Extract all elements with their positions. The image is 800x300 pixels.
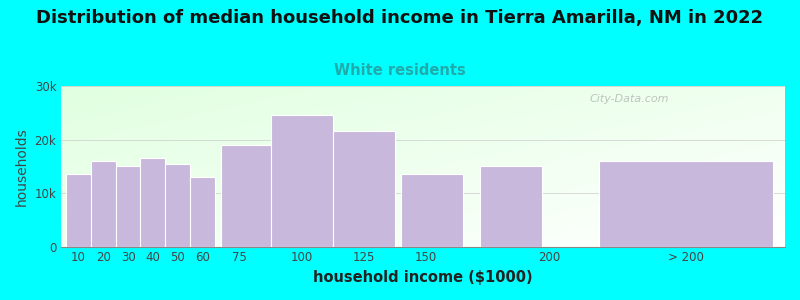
Bar — [166, 164, 190, 247]
Bar — [116, 166, 141, 247]
Y-axis label: households: households — [15, 127, 29, 206]
Bar — [141, 158, 166, 247]
Bar — [66, 174, 91, 247]
X-axis label: household income ($1000): household income ($1000) — [314, 270, 533, 285]
Bar — [190, 177, 215, 247]
Bar — [401, 174, 462, 247]
Text: City-Data.com: City-Data.com — [590, 94, 669, 104]
Bar — [599, 161, 773, 247]
Bar — [333, 131, 394, 247]
Bar — [221, 145, 270, 247]
Bar — [480, 166, 542, 247]
Text: Distribution of median household income in Tierra Amarilla, NM in 2022: Distribution of median household income … — [37, 9, 763, 27]
Text: White residents: White residents — [334, 63, 466, 78]
Bar — [270, 116, 333, 247]
Bar — [91, 161, 116, 247]
